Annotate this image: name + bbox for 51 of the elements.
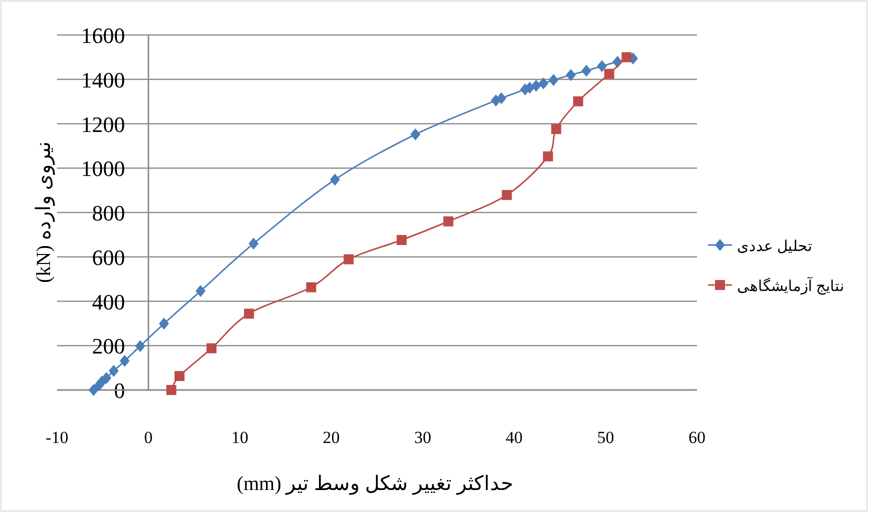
point [196, 285, 206, 298]
point [502, 190, 512, 200]
y-tick-label: 1600 [81, 23, 125, 48]
point [158, 318, 169, 330]
point [604, 68, 614, 79]
x-tick-label: 20 [322, 428, 340, 447]
legend-label: تحلیل عددی [737, 239, 812, 255]
point [206, 343, 217, 354]
point [244, 308, 254, 319]
point [166, 385, 176, 395]
y-axis-title: نیروی وارده (kN) [33, 141, 55, 283]
y-tick-label: 1200 [81, 112, 125, 137]
x-tick-label: 30 [414, 428, 432, 447]
x-tick-label: 0 [144, 428, 153, 447]
y-tick-label: 1400 [81, 67, 125, 92]
y-tick-label: 1000 [81, 156, 125, 182]
point [101, 372, 112, 384]
point [248, 238, 259, 250]
point [573, 96, 584, 106]
point [551, 124, 562, 134]
point [538, 77, 548, 90]
point [344, 254, 354, 264]
y-tick-label: 200 [92, 334, 125, 359]
point [596, 60, 607, 72]
point [120, 354, 130, 367]
x-tick-label: 40 [506, 428, 523, 447]
point [410, 128, 420, 140]
legend-label: نتایج آزمایشگاهی [737, 277, 844, 295]
point [622, 52, 632, 62]
point [496, 92, 506, 104]
point [542, 151, 553, 162]
point [548, 74, 558, 86]
y-tick-label: 400 [92, 289, 125, 314]
point [108, 364, 119, 377]
point [174, 371, 185, 382]
point [566, 68, 576, 81]
x-tick-label: 50 [597, 428, 614, 447]
point [306, 282, 316, 292]
x-tick-label: 10 [231, 428, 248, 447]
point [88, 384, 99, 396]
point [531, 80, 542, 92]
x-tick-label: -10 [46, 428, 68, 447]
point [396, 235, 407, 246]
x-tick-label: 60 [688, 428, 706, 447]
x-axis-title: حداکثر تغییر شکل وسط تیر (mm) [236, 473, 514, 495]
y-tick-label: 800 [92, 200, 125, 226]
point [135, 340, 146, 352]
point [443, 216, 454, 226]
point [330, 174, 340, 186]
y-tick-label: 600 [92, 244, 125, 270]
point [581, 64, 592, 77]
